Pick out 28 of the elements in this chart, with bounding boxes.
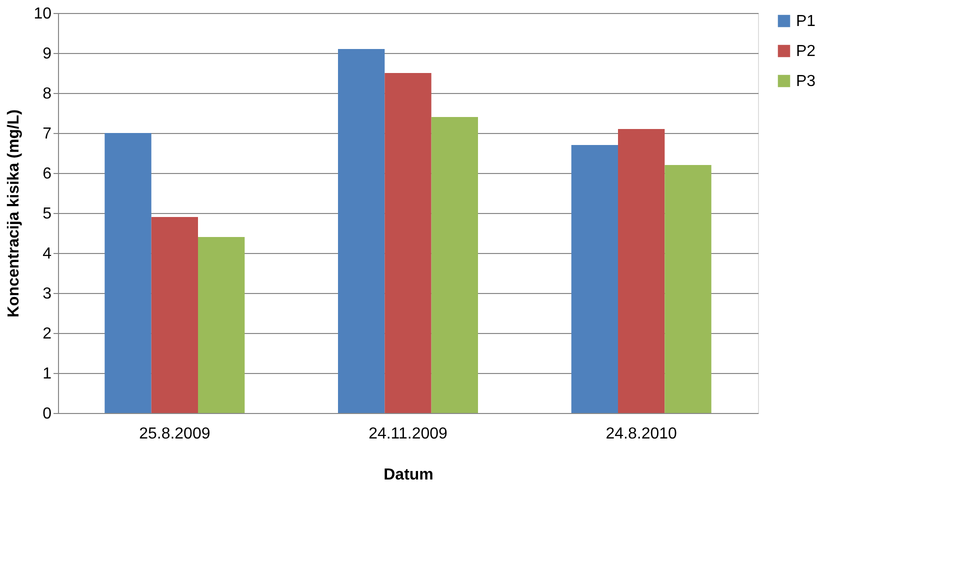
y-tick-label: 0: [42, 406, 52, 422]
bar: [104, 133, 152, 413]
bar: [338, 49, 385, 413]
y-tick-label: 9: [42, 46, 52, 62]
y-tick-label: 1: [42, 366, 52, 382]
bar: [618, 129, 665, 413]
legend-label: P1: [796, 13, 816, 30]
y-tick-label: 4: [42, 246, 52, 262]
x-tick-label: 24.11.2009: [368, 426, 448, 442]
x-axis-title: Datum: [384, 466, 434, 484]
bar: [571, 145, 618, 413]
bar: [384, 73, 432, 413]
x-tick-label: 25.8.2009: [139, 426, 210, 442]
y-tick-label: 10: [34, 6, 52, 22]
y-tick-label: 2: [42, 326, 52, 342]
bar: [431, 117, 478, 413]
y-tick-label: 5: [42, 206, 52, 222]
bar: [198, 237, 245, 413]
bar: [151, 217, 198, 413]
legend-label: P3: [796, 73, 816, 90]
y-tick-label: 3: [42, 286, 52, 302]
bar: [664, 165, 712, 413]
legend-label: P2: [796, 43, 816, 60]
x-tick-label: 24.8.2010: [606, 426, 678, 442]
y-tick-label: 7: [42, 126, 52, 142]
y-tick-label: 8: [42, 86, 52, 102]
y-axis-title: Koncentracija kisika (mg/L): [6, 109, 23, 318]
y-tick-label: 6: [42, 166, 52, 182]
